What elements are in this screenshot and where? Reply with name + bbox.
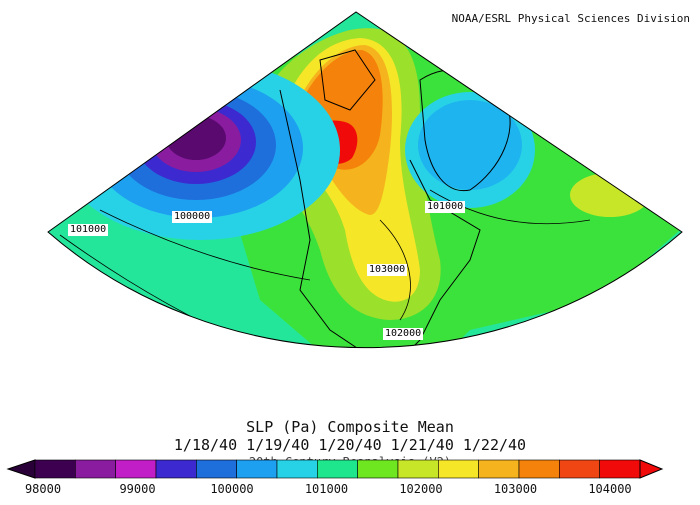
colorbar-swatch [155,459,197,479]
map-border [47,11,683,349]
colorbar-swatch [115,459,157,479]
lab-low-inner [418,100,522,190]
colorbar-swatch [599,459,641,479]
credit-text: NOAA/ESRL Physical Sciences Division [451,12,690,25]
colorbar-arrow-right [639,459,664,479]
colorbar-tick-label: 101000 [304,482,349,496]
map-title: SLP (Pa) Composite Mean [246,418,454,436]
slp-map [47,11,683,349]
hudson-bay [319,49,376,111]
colorbar-swatch [478,459,520,479]
contour-line [99,209,311,281]
colorbar-tick-label: 98000 [24,482,62,496]
colorbar-swatch [397,459,439,479]
colorbar-swatch [75,459,116,479]
colorbar-swatch [34,459,76,479]
contour-label: 101000 [425,201,466,213]
contour-line [429,189,591,225]
colorbar [6,459,664,479]
contour-label: 101000 [68,224,109,236]
colorbar-swatch [196,459,237,479]
colorbar-tick-label: 104000 [588,482,632,496]
contour-label: 100000 [172,211,213,223]
contour-line [379,219,411,321]
colorbar-tick-label: 102000 [399,482,443,496]
colorbar-swatch [357,459,399,479]
atlantic-yellow-green [570,173,650,217]
map-dates: 1/18/40 1/19/40 1/20/40 1/21/40 1/22/40 [173,436,527,454]
colorbar-tick-label: 103000 [493,482,538,496]
colorbar-swatch [438,459,479,479]
na-coastline [279,89,481,348]
contour-label: 103000 [367,264,408,276]
colorbar-tick-label: 100000 [210,482,254,496]
colorbar-swatch [236,459,278,479]
colorbar-swatch [559,459,600,479]
colorbar-swatch [518,459,560,479]
colorbar-arrow-left [6,459,36,479]
low-l6 [166,116,226,160]
contour-label: 102000 [383,328,424,340]
colorbar-swatch [317,459,358,479]
colorbar-tick-label: 99000 [119,482,156,496]
colorbar-swatch [276,459,318,479]
